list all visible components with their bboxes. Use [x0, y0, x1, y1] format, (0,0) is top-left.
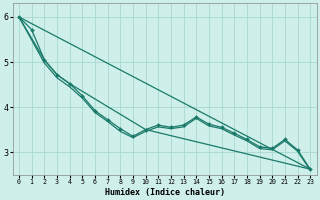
X-axis label: Humidex (Indice chaleur): Humidex (Indice chaleur) — [105, 188, 225, 197]
